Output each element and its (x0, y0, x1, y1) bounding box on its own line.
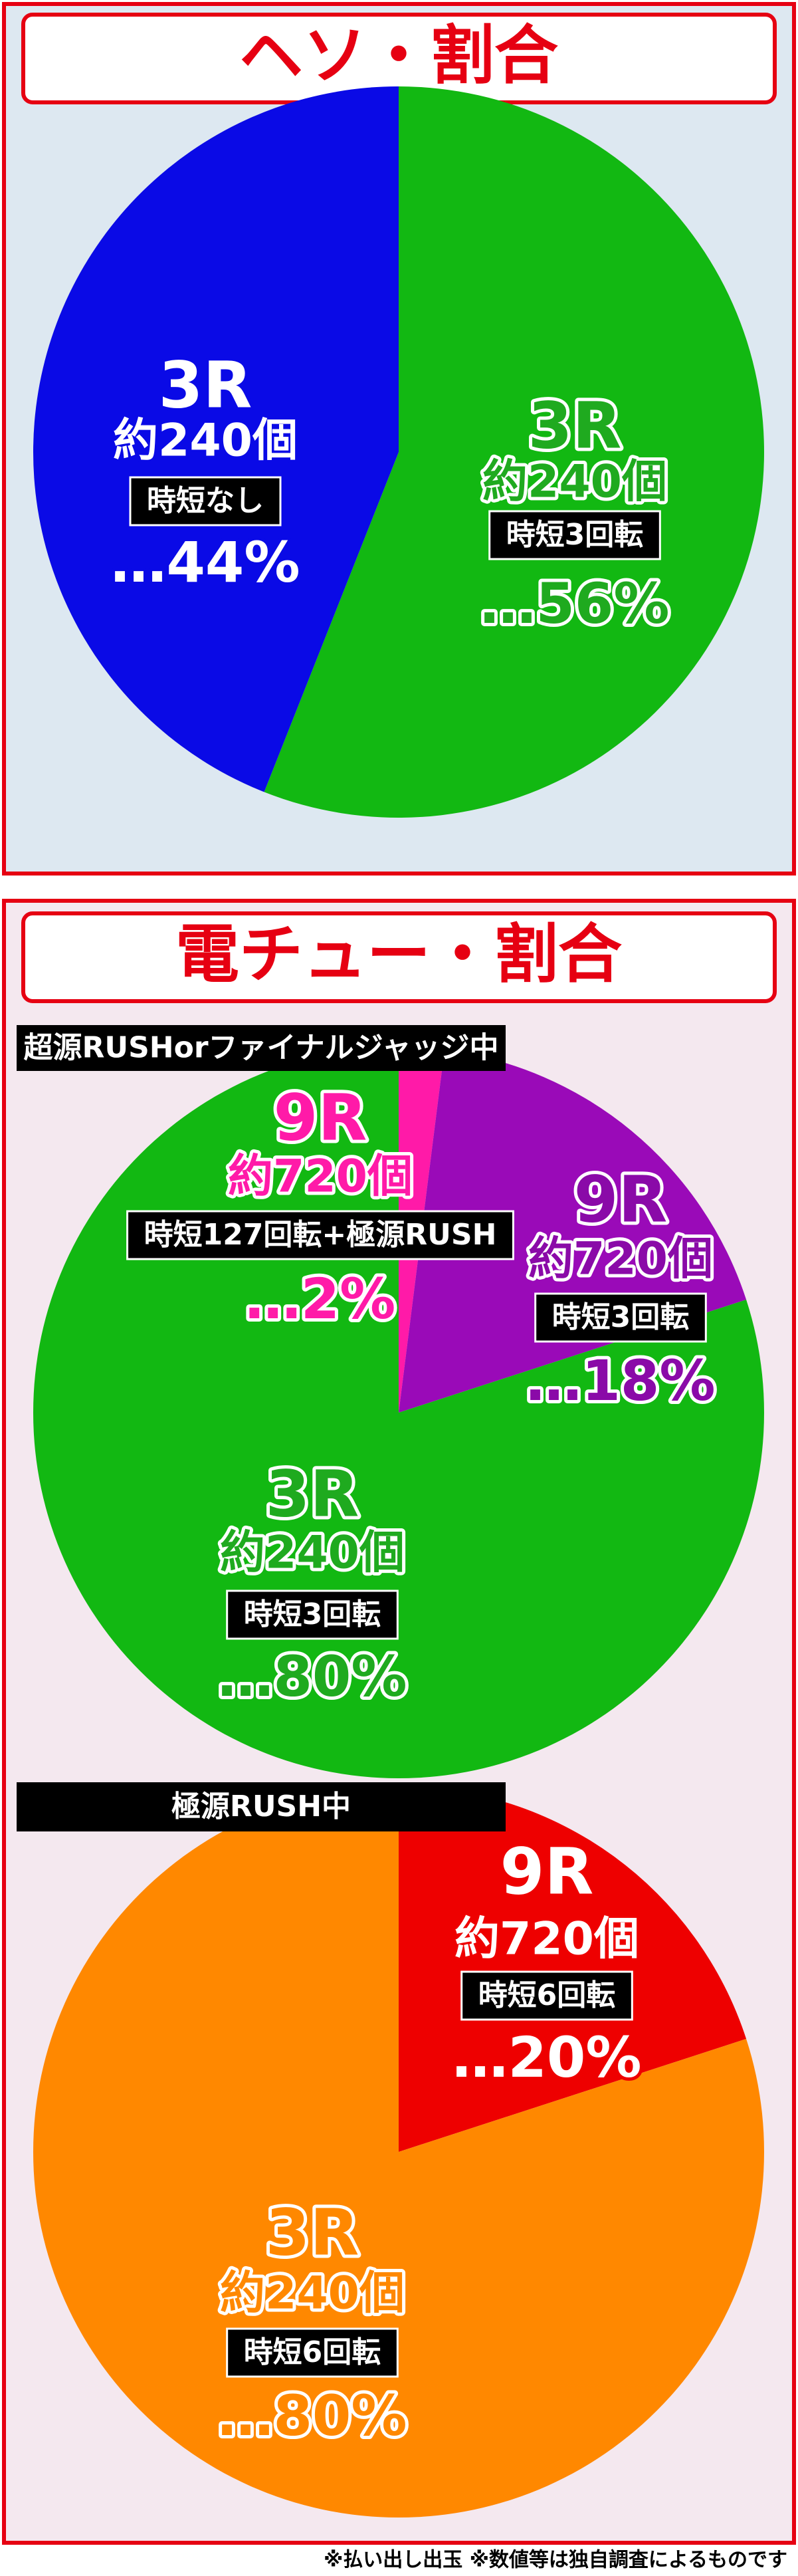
jitan-label: 時短6回転 (478, 1978, 616, 2012)
pie-slice (33, 1786, 764, 2518)
value-label: …80% (217, 2383, 407, 2448)
balls-label: 約240個 (482, 456, 667, 509)
value-label: …80% (217, 1644, 407, 1709)
jitan-box (460, 1970, 633, 2021)
jitan-box (129, 476, 282, 527)
round-label: 3R (266, 2195, 359, 2270)
balls-label: 約240個 (113, 415, 298, 467)
footnote: ※払い出し出玉 ※数値等は独自調査によるものです (324, 2549, 787, 2572)
jitan-box (226, 2327, 399, 2378)
value-label: …44% (110, 530, 300, 595)
header-box (21, 911, 777, 1003)
jitan-label: 時短127回転+極源RUSH (144, 1218, 497, 1252)
jitan-label: 時短3回転 (244, 1597, 381, 1631)
pie-slice (264, 86, 764, 818)
section-title: ヘソ・割合 (239, 18, 558, 92)
balls-label: 約240個 (220, 2268, 405, 2320)
jitan-label: 時短なし (147, 484, 264, 518)
jitan-label: 時短3回転 (552, 1300, 690, 1334)
round-label: 3R (266, 1457, 359, 1531)
value-label: …56% (480, 571, 669, 636)
jitan-label: 時短3回転 (506, 518, 644, 552)
round-label: 3R (159, 348, 252, 422)
value-label: …20% (452, 2025, 641, 2090)
jitan-box (534, 1292, 707, 1343)
round-label: 9R (274, 1080, 367, 1155)
balls-label: 約720個 (228, 1151, 413, 1203)
jitan-box (488, 510, 661, 560)
value-label: …18% (526, 1348, 715, 1413)
round-label: 3R (528, 388, 622, 463)
chart-subtitle: 極源RUSH中 (171, 1790, 351, 1823)
chart-subtitle: 超源RUSHorファイナルジャッジ中 (24, 1031, 499, 1065)
subtitle-box (17, 1782, 506, 1831)
round-label: 9R (574, 1162, 668, 1236)
section-title: 電チュー・割合 (175, 917, 622, 991)
jitan-box (126, 1210, 514, 1260)
jitan-box (226, 1589, 399, 1640)
jitan-label: 時短6回転 (244, 2335, 381, 2369)
pie-slice (399, 1786, 747, 2152)
balls-label: 約720個 (528, 1233, 713, 1286)
round-label: 9R (500, 1834, 594, 1909)
pie-slice (33, 86, 399, 792)
balls-label: 約240個 (220, 1527, 405, 1580)
balls-label: 約720個 (454, 1913, 639, 1966)
subtitle-box (17, 1025, 506, 1071)
value-label: …2% (245, 1266, 396, 1332)
